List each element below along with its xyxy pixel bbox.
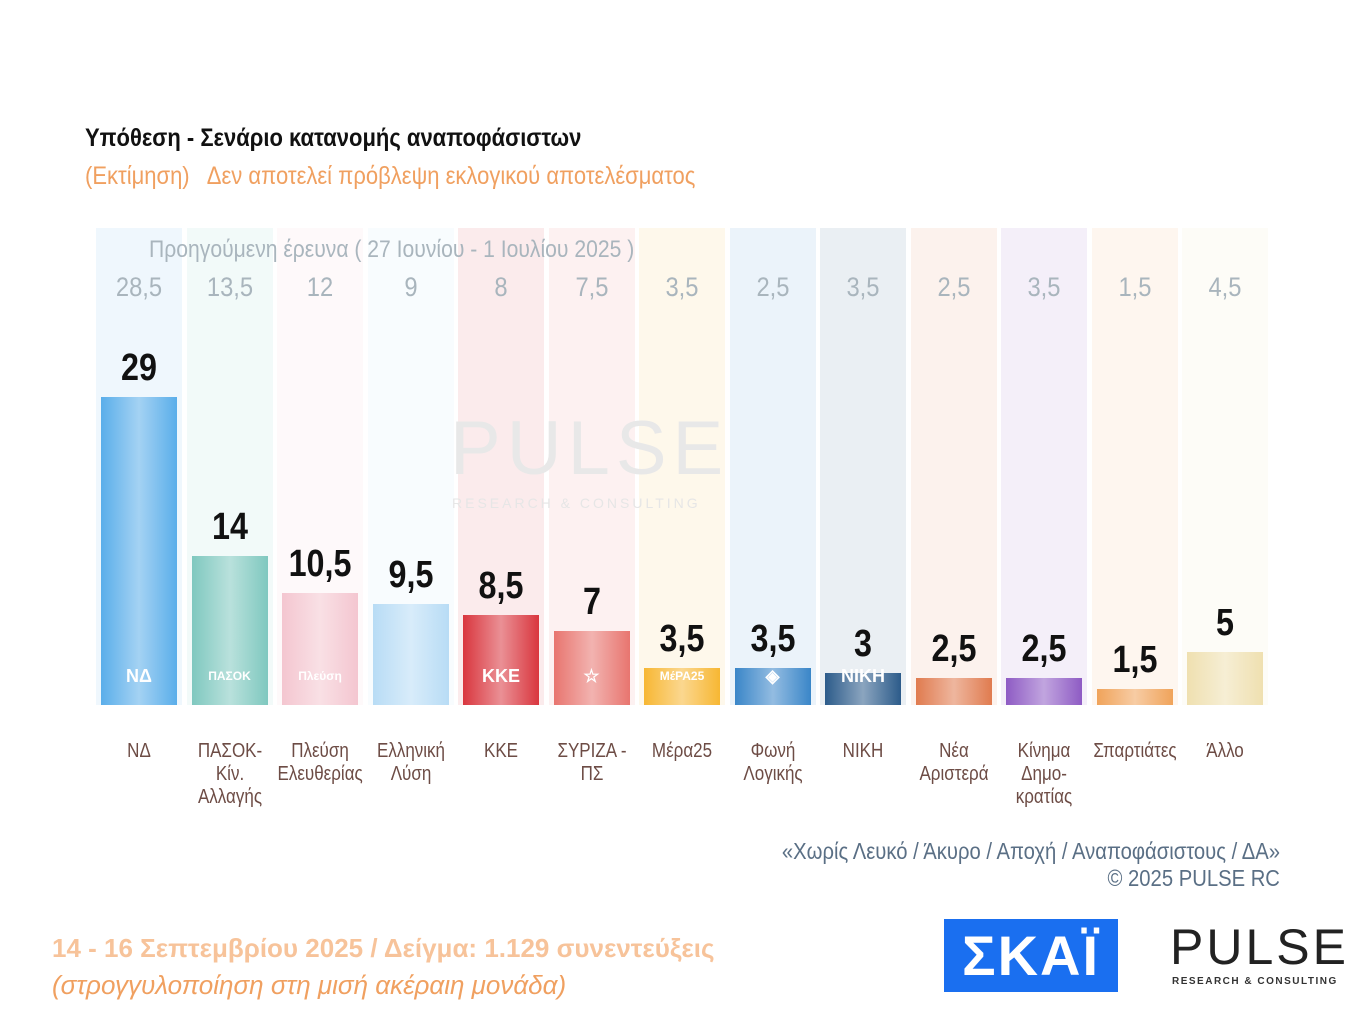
party-logo-icon: ΚΚΕ <box>481 665 520 686</box>
category-label: ΣΥΡΙΖΑ - ΠΣ <box>556 740 627 785</box>
party-logo-icon: Πλεύση <box>298 669 342 683</box>
previous-value-label: 2,5 <box>755 272 790 302</box>
previous-value-label: 8 <box>494 272 508 302</box>
category-label: ΝΙΚΗ <box>842 740 884 762</box>
category-label: ΚΚΕ <box>483 740 519 762</box>
category-label: Πλεύση Ελευθερίας <box>277 740 363 785</box>
bar <box>101 397 177 705</box>
bar <box>1006 678 1082 705</box>
previous-value-label: 9 <box>403 272 418 302</box>
previous-value-label: 1,5 <box>1117 272 1152 302</box>
category-label: Φωνή Λογικής <box>742 740 803 785</box>
background-column <box>1001 228 1087 705</box>
category-label: Ελληνική Λύση <box>376 740 445 785</box>
bar <box>463 614 539 705</box>
bar <box>644 667 720 705</box>
background-column <box>1091 228 1178 705</box>
bar <box>553 630 630 705</box>
previous-value-label: 13,5 <box>206 272 253 302</box>
category-label: ΠΑΣΟΚ-Κίν. Αλλαγής <box>197 740 262 808</box>
category-label: ΝΔ <box>127 740 151 762</box>
previous-value-label: 7,5 <box>574 272 609 302</box>
value-label: 1,5 <box>1112 639 1157 682</box>
watermark-logo: PULSE <box>450 406 730 491</box>
exclusion-note: «Χωρίς Λευκό / Άκυρο / Αποχή / Αναποφάσι… <box>781 838 1280 864</box>
party-logo-icon: ΜέΡΑ25 <box>659 669 705 683</box>
pulse-logo: PULSE <box>1170 919 1349 975</box>
party-logo-icon: ☆ <box>583 665 600 686</box>
background-column <box>820 228 906 705</box>
pulse-logo-subtitle: RESEARCH & CONSULTING <box>1172 976 1338 987</box>
value-label: 10,5 <box>288 543 352 586</box>
value-label: 8,5 <box>478 564 524 607</box>
value-label: 3,5 <box>659 617 705 660</box>
bar <box>372 604 449 705</box>
bar <box>734 667 811 705</box>
category-label: Σπαρτιάτες <box>1092 740 1177 762</box>
rounding-note: (στρογγυλοποίηση στη μισή ακέραιη μονάδα… <box>52 970 567 1000</box>
value-label: 7 <box>582 580 601 623</box>
previous-value-label: 3,5 <box>1027 272 1061 302</box>
value-label: 2,5 <box>931 628 976 671</box>
value-label: 2,5 <box>1021 628 1067 671</box>
previous-value-label: 4,5 <box>1208 272 1242 302</box>
background-column <box>639 228 725 705</box>
party-logo-icon: ΝΙΚΗ <box>841 665 885 686</box>
bar <box>825 673 901 705</box>
bar <box>915 678 992 705</box>
category-label: Νέα Αριστερά <box>918 740 989 785</box>
background-column <box>910 228 997 705</box>
bar <box>1187 651 1263 705</box>
category-label: Μέρα25 <box>651 740 713 762</box>
chart-title: Υπόθεση - Σενάριο κατανομής αναποφάσιστω… <box>85 124 582 152</box>
bar <box>282 593 358 705</box>
chart-subtitle: (Εκτίμηση) Δεν αποτελεί πρόβλεψη εκλογικ… <box>85 162 696 190</box>
category-label: Κίνημα Δημο- κρατίας <box>1015 740 1073 808</box>
background-column <box>548 228 635 705</box>
party-logo-icon: ◈ <box>765 665 780 686</box>
value-label: 29 <box>121 347 157 389</box>
background-column <box>729 228 816 705</box>
bar <box>1096 689 1173 705</box>
value-label: 3 <box>854 623 872 666</box>
skai-logo: ΣΚΑΪ <box>944 919 1118 992</box>
value-label: 9,5 <box>388 554 433 597</box>
bar <box>191 556 268 705</box>
value-label: 5 <box>1216 601 1234 644</box>
previous-survey-caption: Προηγούμενη έρευνα ( 27 Ιουνίου - 1 Ιουλ… <box>149 236 635 263</box>
category-label: Άλλο <box>1206 740 1244 762</box>
previous-value-label: 12 <box>306 272 334 302</box>
value-label: 3,5 <box>750 617 795 660</box>
survey-dates: 14 - 16 Σεπτεμβρίου 2025 / Δείγμα: 1.129… <box>52 933 715 963</box>
previous-value-label: 2,5 <box>936 272 971 302</box>
party-logo-icon: ΝΔ <box>126 665 152 686</box>
previous-value-label: 3,5 <box>846 272 880 302</box>
party-logo-icon: ΠΑΣΟΚ <box>208 669 251 683</box>
value-label: 14 <box>211 506 248 549</box>
previous-value-label: 28,5 <box>115 272 163 302</box>
previous-value-label: 3,5 <box>665 272 699 302</box>
copyright: © 2025 PULSE RC <box>1107 865 1280 891</box>
background-column <box>1182 228 1268 705</box>
watermark-subtitle: RESEARCH & CONSULTING <box>452 495 701 511</box>
